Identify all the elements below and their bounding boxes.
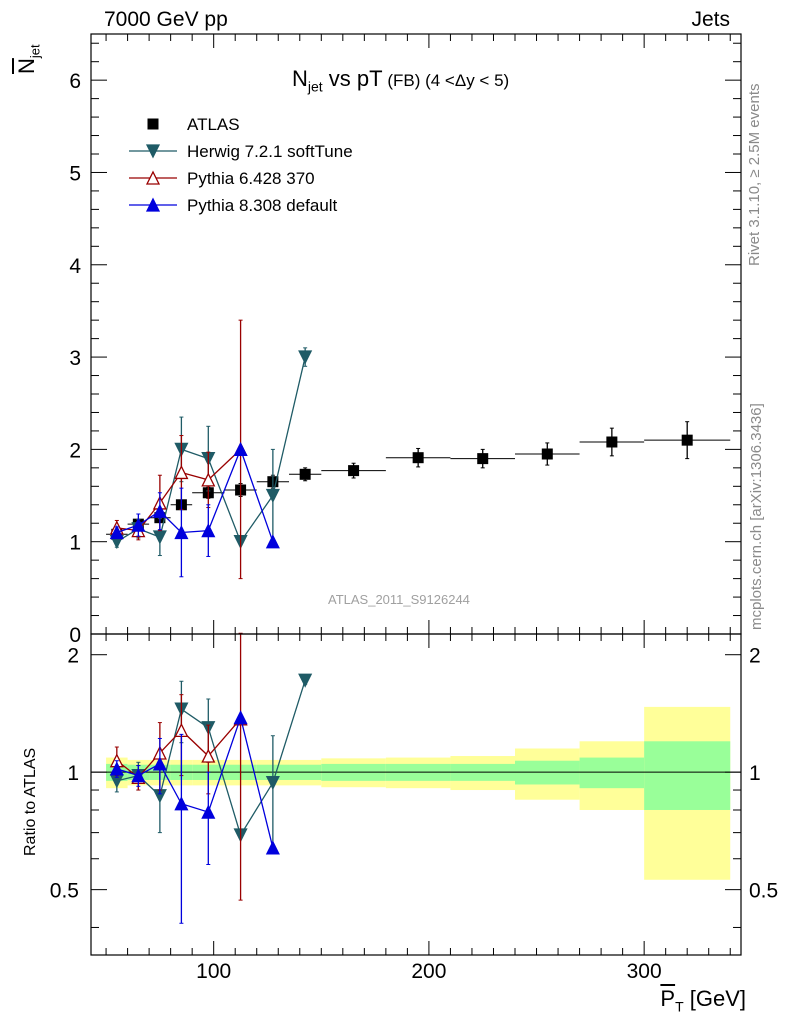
ratio-pythia-6-428-370-point — [201, 748, 216, 763]
ratio-y-tick-label-right: 1 — [749, 762, 761, 785]
main-y-tick-label: 2 — [69, 439, 81, 462]
main-herwig-7-2-1-softtune-point — [298, 350, 313, 365]
ratio-y-tick-label-left: 2 — [67, 645, 79, 668]
main-pythia-8-308-default-point — [131, 517, 146, 532]
process-label: Jets — [691, 8, 730, 31]
plot-frames — [90, 33, 742, 956]
main-atlas-point — [348, 465, 360, 477]
ratio-y-tick-label-left: 1 — [67, 762, 79, 785]
ratio-uncertainty-bands — [106, 706, 731, 880]
series-layer — [106, 319, 731, 924]
legend-pythia-6-428-370-label: Pythia 6.428 370 — [187, 169, 315, 188]
mcplots-label: mcplots.cern.ch [arXiv:1306.3436] — [748, 403, 765, 630]
ratio-pythia-8-308-default-point — [174, 796, 189, 811]
legend-herwig-7-2-1-softtune-marker — [145, 144, 161, 159]
main-pythia-6-428-370-point — [174, 465, 189, 480]
energy-label: 7000 GeV pp — [104, 8, 228, 31]
main-pythia-8-308-default-point — [233, 441, 248, 457]
ratio-plot-frame — [90, 633, 742, 956]
main-y-axis-label: Njet — [14, 44, 42, 74]
ratio-pythia-8-308-default-point — [233, 710, 248, 725]
legend-pythia-8-308-default-label: Pythia 8.308 default — [187, 196, 338, 215]
main-pythia-8-308-default-point — [152, 503, 167, 518]
rivet-version-label: Rivet 3.1.10, ≥ 2.5M events — [746, 83, 763, 267]
x-axis-label-sub: T — [675, 998, 684, 1015]
ratio-pythia-8-308-default-point — [152, 756, 167, 771]
main-atlas-point — [477, 453, 489, 465]
main-y-tick-label: 5 — [69, 162, 81, 185]
legend-herwig-7-2-1-softtune-label: Herwig 7.2.1 softTune — [187, 142, 353, 161]
chart-title-main: N — [292, 66, 308, 91]
analysis-watermark: ATLAS_2011_S9126244 — [328, 592, 470, 607]
ratio-y-tick-label-right: 0.5 — [749, 880, 778, 903]
band-inner-12 — [579, 757, 645, 789]
main-y-tick-label: 3 — [69, 347, 81, 370]
main-y-tick-label: 1 — [69, 532, 81, 555]
main-pythia-6-428-370-point — [201, 472, 216, 487]
main-atlas-point — [606, 436, 618, 448]
main-herwig-7-2-1-softtune-point — [152, 530, 167, 545]
ratio-y-tick-label-left: 0.5 — [50, 880, 79, 903]
x-tick-label: 200 — [411, 960, 446, 983]
ratio-pythia-8-308-default-point — [265, 840, 280, 855]
main-pythia-8-308-default-point — [174, 525, 189, 540]
main-y-axis-label-main: N — [14, 58, 39, 74]
main-atlas-point — [541, 448, 553, 460]
main-pythia-8-308-default-point — [201, 523, 216, 538]
ratio-pythia-8-308-default-point — [109, 761, 124, 776]
ratio-herwig-7-2-1-softtune-point — [298, 673, 313, 688]
main-pythia-8-308-default-point — [109, 525, 124, 540]
legend: ATLAS Herwig 7.2.1 softTune Pythia 6.428 3… — [129, 115, 353, 215]
x-axis-label-rest: [GeV] — [683, 986, 746, 1011]
ratio-y-axis-label: Ratio to ATLAS — [22, 747, 39, 856]
chart-title: Njet vs pT (FB) (4 <Δy < 5) — [292, 66, 509, 94]
main-atlas-point — [681, 434, 693, 446]
ratio-y-tick-label-right: 2 — [749, 645, 761, 668]
chart-title-detail: (FB) (4 <Δy < 5) — [382, 71, 510, 90]
legend-atlas-marker — [147, 118, 159, 130]
legend-atlas-label: ATLAS — [187, 115, 240, 134]
main-atlas-point — [299, 468, 311, 480]
legend-pythia-8-308-default-marker — [145, 197, 161, 212]
main-herwig-7-2-1-softtune-point — [265, 488, 280, 503]
ratio-pythia-8-308-default-point — [131, 768, 146, 783]
legend-pythia-6-428-370-marker — [145, 170, 161, 185]
band-inner-13 — [644, 741, 731, 810]
main-y-axis-label-sub: jet — [27, 44, 43, 59]
ratio-pythia-8-308-default-point — [201, 804, 216, 819]
x-tick-label: 100 — [196, 960, 231, 983]
main-y-tick-label: 6 — [69, 70, 81, 93]
x-axis-label-main: P — [660, 986, 676, 1011]
chart-title-sub: jet — [307, 78, 323, 95]
main-pythia-8-308-default-point — [265, 534, 280, 549]
main-herwig-7-2-1-softtune-line — [116, 356, 306, 544]
main-y-tick-label: 0 — [69, 624, 81, 647]
x-tick-label: 300 — [627, 960, 662, 983]
ratio-herwig-7-2-1-softtune-point — [265, 776, 280, 791]
main-y-tick-label: 4 — [69, 255, 81, 278]
x-axis-label: PT [GeV] — [660, 986, 746, 1014]
main-atlas-point — [412, 452, 424, 464]
chart-title-rest: vs pT — [322, 66, 383, 91]
